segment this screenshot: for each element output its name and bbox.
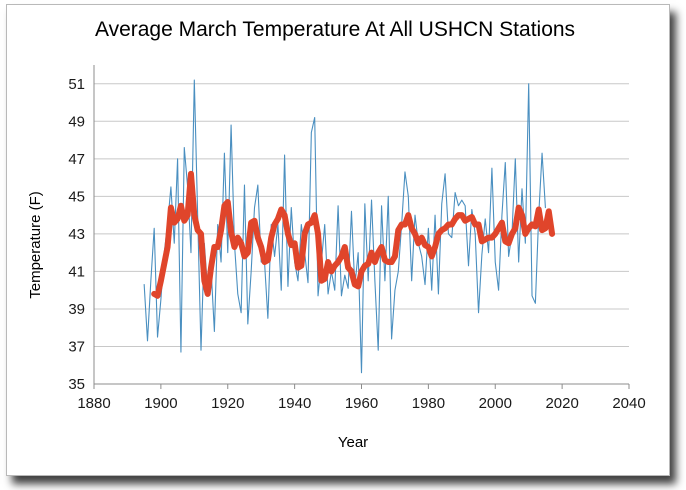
y-tick-label: 43 bbox=[68, 226, 85, 243]
smoothed-series-line bbox=[151, 170, 556, 299]
chart-title: Average March Temperature At All USHCN S… bbox=[95, 18, 575, 41]
x-tick-label: 2000 bbox=[479, 395, 512, 412]
x-tick-label: 2020 bbox=[545, 395, 578, 412]
x-tick-label: 1920 bbox=[211, 395, 244, 412]
axes bbox=[93, 65, 630, 389]
x-tick-label: 1960 bbox=[345, 395, 378, 412]
tick-labels: 35 37 39 41 43 45 47 49 51 1880 1900 1920 1940 1960 19… bbox=[68, 76, 645, 412]
y-tick-label: 47 bbox=[68, 151, 85, 168]
x-tick-label: 2040 bbox=[612, 395, 645, 412]
y-tick-label: 39 bbox=[68, 301, 85, 318]
x-tick-label: 1880 bbox=[77, 395, 110, 412]
y-tick-label: 41 bbox=[68, 263, 85, 280]
y-tick-label: 51 bbox=[68, 76, 85, 93]
y-tick-label: 45 bbox=[68, 188, 85, 205]
y-axis-label: Temperature (F) bbox=[27, 191, 44, 299]
y-tick-label: 35 bbox=[68, 376, 85, 393]
series bbox=[143, 79, 556, 374]
x-tick-label: 1980 bbox=[412, 395, 445, 412]
y-tick-label: 37 bbox=[68, 338, 85, 355]
x-tick-label: 1900 bbox=[144, 395, 177, 412]
chart-frame: Average March Temperature At All USHCN S… bbox=[6, 4, 670, 476]
annual-series-line bbox=[143, 79, 546, 374]
y-tick-label: 49 bbox=[68, 113, 85, 130]
x-tick-label: 1940 bbox=[278, 395, 311, 412]
chart: Average March Temperature At All USHCN S… bbox=[27, 18, 646, 451]
x-axis-label: Year bbox=[338, 434, 368, 451]
